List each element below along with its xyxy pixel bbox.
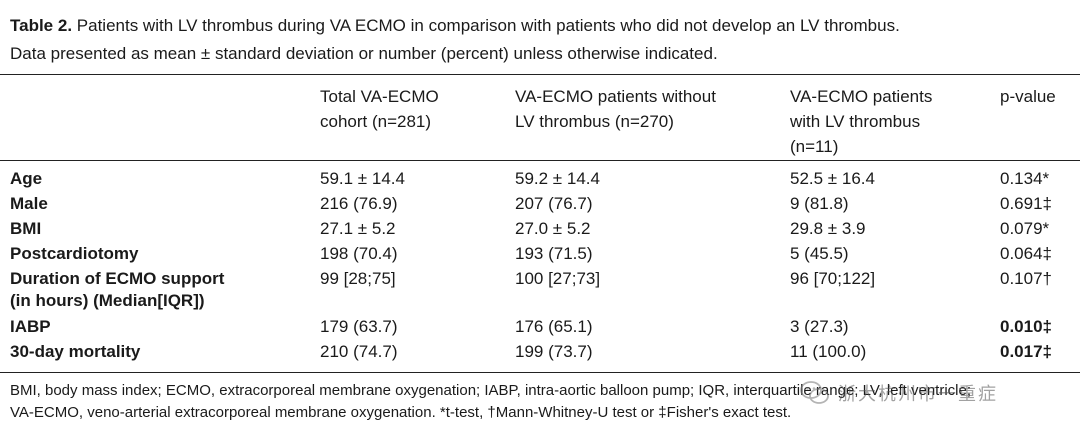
header-without-line-2: LV thrombus (n=270) — [515, 112, 674, 131]
header-with-line-3: (n=11) — [790, 137, 839, 156]
cell-p-value: 0.079* — [1000, 219, 1050, 238]
cell-total: 216 (76.9) — [320, 194, 398, 213]
table-bottom-rule — [0, 372, 1080, 373]
cell-total: 99 [28;75] — [320, 269, 396, 288]
row-label: 30-day mortality — [10, 341, 140, 363]
cell-p-value: 0.064‡ — [1000, 244, 1052, 263]
watermark-text: 浙大杭州市一重症 — [838, 384, 998, 405]
cell-without: 27.0 ± 5.2 — [515, 219, 591, 238]
row-label-line: IABP — [10, 317, 51, 336]
row-label: Postcardiotomy — [10, 243, 138, 265]
cell-with: 11 (100.0) — [790, 342, 867, 361]
cell-without: 100 [27;73] — [515, 269, 601, 288]
cell-p-value: 0.107† — [1000, 269, 1052, 288]
cell-total: 198 (70.4) — [320, 244, 398, 263]
row-label: Male — [10, 193, 48, 215]
row-label-line: Postcardiotomy — [10, 244, 139, 263]
caption-line-1: Table 2. Patients with LV thrombus durin… — [10, 12, 1070, 40]
row-label: Age — [10, 168, 42, 190]
header-with-thrombus: VA-ECMO patients with LV thrombus (n=11) — [790, 84, 932, 159]
cell-with: 5 (45.5) — [790, 244, 849, 263]
cell-p-value: 0.010‡ — [1000, 317, 1052, 336]
row-label-line: BMI — [10, 219, 42, 238]
row-label-line: (in hours) (Median[IQR]) — [10, 291, 205, 310]
cell-with: 3 (27.3) — [790, 317, 849, 336]
cell-with: 9 (81.8) — [790, 194, 849, 213]
table-header-rule — [0, 160, 1080, 161]
watermark: 浙大杭州市一重症 — [800, 378, 998, 408]
header-p-line-1: p-value — [1000, 87, 1056, 106]
wechat-icon — [800, 381, 829, 404]
cell-p-value: 0.134* — [1000, 169, 1050, 188]
cell-without: 199 (73.7) — [515, 342, 593, 361]
header-total-cohort: Total VA-ECMO cohort (n=281) — [320, 84, 439, 134]
cell-total: 179 (63.7) — [320, 317, 398, 336]
table-caption: Table 2. Patients with LV thrombus durin… — [10, 12, 1070, 68]
header-total-line-2: cohort (n=281) — [320, 112, 432, 131]
row-label-line: Age — [10, 169, 43, 188]
row-label: Duration of ECMO support (in hours) (Medi… — [10, 268, 224, 312]
row-label: BMI — [10, 218, 41, 240]
cell-with: 29.8 ± 3.9 — [790, 219, 866, 238]
footnote-line-2: VA-ECMO, veno-arterial extracorporeal me… — [10, 404, 792, 421]
caption-label: Table 2. — [10, 16, 73, 35]
cell-p-value: 0.691‡ — [1000, 194, 1052, 213]
cell-without: 207 (76.7) — [515, 194, 593, 213]
caption-line-2: Data presented as mean ± standard deviat… — [10, 44, 718, 63]
row-label-line: 30-day mortality — [10, 342, 141, 361]
row-label-line: Duration of ECMO support — [10, 269, 225, 288]
header-without-line-1: VA-ECMO patients without — [515, 87, 716, 106]
header-with-line-2: with LV thrombus — [790, 112, 921, 131]
cell-with: 52.5 ± 16.4 — [790, 169, 875, 188]
cell-p-value: 0.017‡ — [1000, 342, 1052, 361]
header-total-line-1: Total VA-ECMO — [320, 87, 439, 106]
cell-total: 59.1 ± 14.4 — [320, 169, 405, 188]
cell-total: 27.1 ± 5.2 — [320, 219, 396, 238]
cell-with: 96 [70;122] — [790, 269, 876, 288]
cell-without: 59.2 ± 14.4 — [515, 169, 600, 188]
header-p-value: p-value — [1000, 84, 1056, 109]
row-label-line: Male — [10, 194, 48, 213]
header-without-thrombus: VA-ECMO patients without LV thrombus (n=… — [515, 84, 716, 134]
cell-without: 193 (71.5) — [515, 244, 593, 263]
cell-total: 210 (74.7) — [320, 342, 398, 361]
cell-without: 176 (65.1) — [515, 317, 593, 336]
header-with-line-1: VA-ECMO patients — [790, 87, 933, 106]
table-top-rule — [0, 74, 1080, 75]
row-label: IABP — [10, 316, 51, 338]
footnote-line-1: BMI, body mass index; ECMO, extracorpore… — [10, 382, 972, 399]
table-footnote: BMI, body mass index; ECMO, extracorpore… — [10, 380, 1070, 424]
caption-title: Patients with LV thrombus during VA ECMO… — [72, 16, 900, 35]
